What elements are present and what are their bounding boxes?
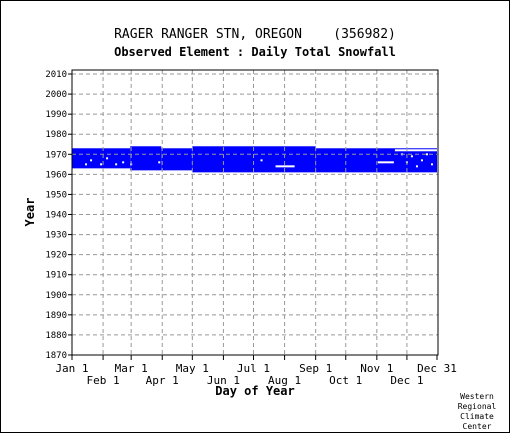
y-tick-label-1930: 1930 xyxy=(45,231,67,241)
x-tick-label-nov-1: Nov 1 xyxy=(360,362,393,375)
y-axis: 1870 1880 1890 1900 1910 1920 1930 1940 1950 1960… xyxy=(45,70,72,361)
x-tick-label-feb-1: Feb 1 xyxy=(87,374,120,387)
data-block-3 xyxy=(161,148,193,171)
plot-area-border xyxy=(71,69,439,356)
y-tick-label-2000: 2000 xyxy=(45,90,67,100)
x-tick-label-jun-1: Jun 1 xyxy=(207,374,240,387)
x-tick-label-apr-1: Apr 1 xyxy=(146,374,179,387)
x-tick-label-dec-1: Dec 1 xyxy=(390,374,423,387)
missing-mark-13 xyxy=(415,165,418,168)
missing-mark-9 xyxy=(260,159,263,162)
x-tick-label-dec-31: Dec 31 xyxy=(417,362,457,375)
y-tick-label-1960: 1960 xyxy=(45,170,67,180)
y-tick-label-1980: 1980 xyxy=(45,130,67,140)
missing-mark-14 xyxy=(420,159,423,162)
x-axis: Jan 1 Mar 1 May 1 Jul 1 Sep 1 Nov 1 Dec 31 Feb … xyxy=(55,355,457,387)
y-tick-label-1950: 1950 xyxy=(45,190,67,200)
data-block-1 xyxy=(72,148,131,169)
credit-line-4: Center xyxy=(463,422,492,431)
y-tick-label-1890: 1890 xyxy=(45,311,67,321)
y-tick-label-2010: 2010 xyxy=(45,70,67,80)
missing-mark-12 xyxy=(410,155,413,158)
y-tick-label-1870: 1870 xyxy=(45,351,67,361)
x-tick-label-sep-1: Sep 1 xyxy=(299,362,332,375)
data-gap-3 xyxy=(394,149,437,152)
y-tick-label-1920: 1920 xyxy=(45,251,67,261)
x-tick-label-mar-1: Mar 1 xyxy=(115,362,148,375)
credit-block: Western Regional Climate Center xyxy=(458,392,497,431)
missing-mark-6 xyxy=(122,161,125,164)
data-block-4 xyxy=(192,146,316,173)
data-gap-1 xyxy=(275,165,295,168)
grid-layer xyxy=(72,70,438,355)
missing-mark-4 xyxy=(106,157,109,160)
x-tick-label-jan-1: Jan 1 xyxy=(55,362,88,375)
missing-mark-16 xyxy=(430,163,433,166)
missing-mark-3 xyxy=(100,163,103,166)
data-block-2 xyxy=(130,146,162,171)
credit-line-1: Western xyxy=(460,392,494,401)
y-tick-label-1910: 1910 xyxy=(45,271,67,281)
y-tick-label-1990: 1990 xyxy=(45,110,67,120)
x-tick-label-may-1: May 1 xyxy=(176,362,209,375)
y-tick-label-1900: 1900 xyxy=(45,291,67,301)
missing-mark-8 xyxy=(158,161,161,164)
x-tick-label-oct-1: Oct 1 xyxy=(329,374,362,387)
missing-mark-1 xyxy=(85,163,88,166)
missing-mark-5 xyxy=(115,163,118,166)
y-tick-label-1880: 1880 xyxy=(45,331,67,341)
data-block-5 xyxy=(315,148,437,173)
missing-mark-15 xyxy=(425,153,428,156)
missing-mark-2 xyxy=(90,159,93,162)
chart-title: RAGER RANGER STN, OREGON (356982) xyxy=(114,27,396,42)
credit-line-3: Climate xyxy=(460,412,494,421)
x-tick-label-jul-1: Jul 1 xyxy=(237,362,270,375)
y-tick-label-1940: 1940 xyxy=(45,211,67,221)
y-axis-label: Year xyxy=(23,198,37,227)
y-tick-label-1970: 1970 xyxy=(45,150,67,160)
chart-subtitle: Observed Element : Daily Total Snowfall xyxy=(114,45,396,59)
credit-line-2: Regional xyxy=(458,402,497,411)
data-gap-2 xyxy=(377,161,394,164)
data-layer xyxy=(72,146,437,173)
x-axis-label: Day of Year xyxy=(215,384,294,398)
x-tick-label-aug-1: Aug 1 xyxy=(268,374,301,387)
